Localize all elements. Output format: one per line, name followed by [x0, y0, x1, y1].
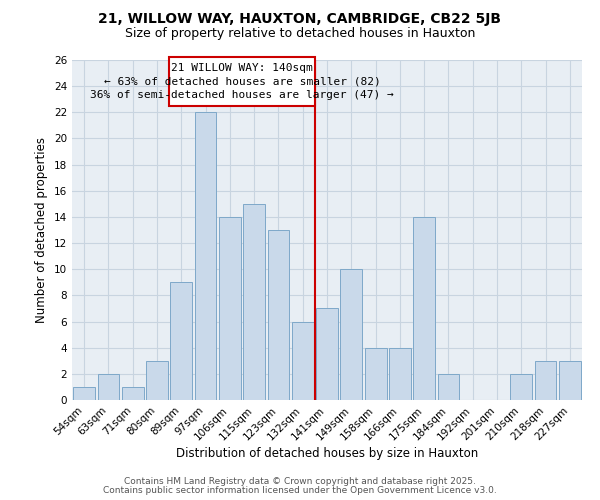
Text: 21, WILLOW WAY, HAUXTON, CAMBRIDGE, CB22 5JB: 21, WILLOW WAY, HAUXTON, CAMBRIDGE, CB22… [98, 12, 502, 26]
Text: Size of property relative to detached houses in Hauxton: Size of property relative to detached ho… [125, 28, 475, 40]
Bar [268, 230, 289, 400]
Bar [437, 374, 460, 400]
Text: 36% of semi-detached houses are larger (47) →: 36% of semi-detached houses are larger (… [90, 90, 394, 100]
Bar [365, 348, 386, 400]
Bar [559, 361, 581, 400]
Bar [243, 204, 265, 400]
Bar [535, 361, 556, 400]
Bar [511, 374, 532, 400]
X-axis label: Distribution of detached houses by size in Hauxton: Distribution of detached houses by size … [176, 448, 478, 460]
Bar [170, 282, 192, 400]
Bar [389, 348, 411, 400]
Text: Contains public sector information licensed under the Open Government Licence v3: Contains public sector information licen… [103, 486, 497, 495]
Bar [219, 217, 241, 400]
Y-axis label: Number of detached properties: Number of detached properties [35, 137, 49, 323]
Bar [340, 269, 362, 400]
Text: 21 WILLOW WAY: 140sqm: 21 WILLOW WAY: 140sqm [171, 63, 313, 73]
Bar [122, 387, 143, 400]
Bar [73, 387, 95, 400]
Text: ← 63% of detached houses are smaller (82): ← 63% of detached houses are smaller (82… [104, 76, 380, 86]
Bar [413, 217, 435, 400]
FancyBboxPatch shape [169, 58, 315, 106]
Bar [292, 322, 314, 400]
Bar [146, 361, 168, 400]
Bar [194, 112, 217, 400]
Bar [97, 374, 119, 400]
Text: Contains HM Land Registry data © Crown copyright and database right 2025.: Contains HM Land Registry data © Crown c… [124, 477, 476, 486]
Bar [316, 308, 338, 400]
